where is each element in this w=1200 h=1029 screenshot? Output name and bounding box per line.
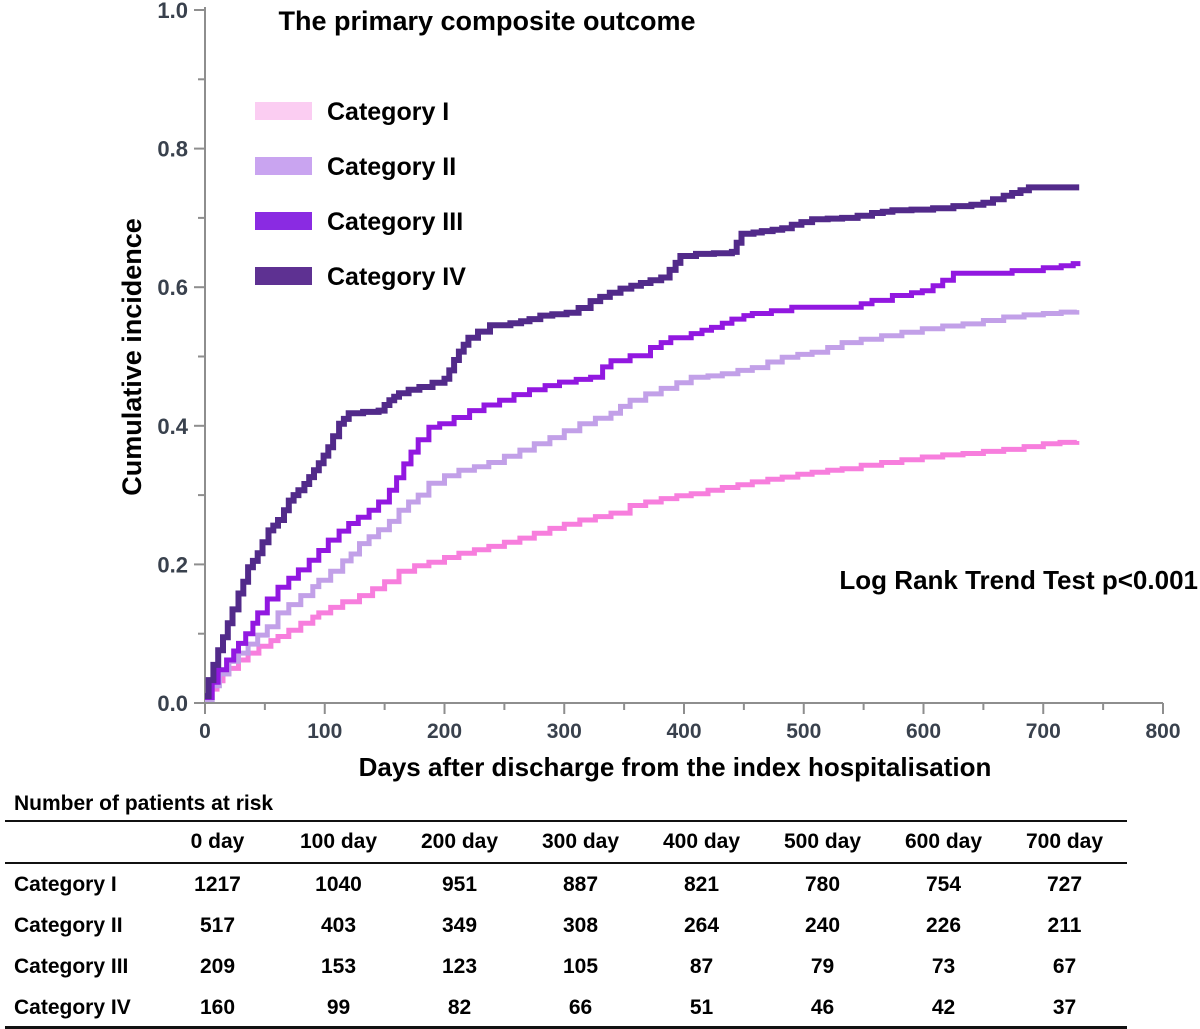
survival-curves [205, 184, 1081, 702]
risk-header-cell: 700 day [1025, 830, 1104, 853]
rule-under-header [5, 862, 1127, 864]
x-tick-label: 200 [427, 720, 462, 743]
axes: 0 100 200 300 400 500 600 700 800 0.0 0.2 0.4 0.6 0.8… [157, 0, 1180, 743]
risk-value-cell: 153 [320, 955, 357, 978]
risk-value-cell: 160 [199, 996, 236, 1019]
risk-value-cell: 51 [689, 996, 714, 1019]
y-tick-label: 0.2 [157, 552, 188, 577]
curve-category-iii [205, 261, 1081, 700]
risk-value-cell: 240 [804, 914, 841, 937]
risk-value-cell: 226 [925, 914, 962, 937]
risk-value-cell: 99 [326, 996, 351, 1019]
chart-canvas: 0 100 200 300 400 500 600 700 800 0.0 0.2 0.4 0.6 0.8… [117, 0, 1198, 782]
x-tick-label: 800 [1145, 720, 1180, 743]
risk-value-cell: 951 [441, 873, 478, 896]
risk-value-cell: 887 [562, 873, 599, 896]
legend-swatch-1 [255, 102, 312, 120]
risk-header-cell: 400 day [662, 830, 741, 853]
risk-value-cell: 37 [1052, 996, 1077, 1019]
x-tick-label: 600 [906, 720, 941, 743]
risk-value-cell: 517 [199, 914, 236, 937]
risk-value-cell: 403 [320, 914, 357, 937]
risk-value-cell: 349 [441, 914, 478, 937]
risk-table-header-row: 0 day 100 day 200 day 300 day 400 day 500 day… [5, 822, 1127, 862]
risk-header-cell: 100 day [299, 830, 378, 853]
risk-value-cell: 42 [931, 996, 956, 1019]
x-tick-label: 500 [786, 720, 821, 743]
legend-label-2: Category II [327, 153, 456, 181]
risk-header-cell: 600 day [904, 830, 983, 853]
curve-category-iv [205, 184, 1080, 700]
risk-table-heading: Number of patients at risk [14, 792, 274, 815]
risk-value-cell: 79 [810, 955, 835, 978]
legend-swatch-4 [255, 267, 312, 285]
legend-label-3: Category III [327, 208, 463, 236]
risk-value-cell: 1217 [194, 873, 241, 896]
legend-swatch-3 [255, 212, 312, 230]
x-tick-label: 700 [1026, 720, 1061, 743]
legend: Category I Category II Category III Categor… [255, 98, 466, 291]
risk-value-cell: 727 [1046, 873, 1083, 896]
risk-value-cell: 123 [441, 955, 478, 978]
y-axis-label: Cumulative incidence [117, 218, 147, 496]
risk-value-cell: 87 [689, 955, 714, 978]
risk-header-cell: 500 day [783, 830, 862, 853]
risk-header-cell: 0 day [190, 830, 245, 853]
curve-category-i [205, 439, 1080, 702]
legend-swatch-2 [255, 157, 312, 175]
risk-row-label: Category III [14, 955, 129, 978]
rule-table-bottom [5, 1026, 1127, 1029]
y-tick-label: 0.6 [157, 275, 188, 300]
y-tick-label: 0.0 [157, 691, 188, 716]
risk-value-cell: 73 [931, 955, 956, 978]
chart-title: The primary composite outcome [278, 6, 695, 36]
risk-value-cell: 211 [1047, 914, 1082, 937]
rule-under-heading [5, 820, 1127, 822]
y-tick-label: 1.0 [157, 0, 188, 23]
x-tick-label: 300 [547, 720, 582, 743]
legend-label-1: Category I [327, 98, 449, 126]
risk-table-section: Number of patients at risk 0 day 100 day 2… [0, 786, 1200, 1029]
x-axis-label: Days after discharge from the index hosp… [359, 752, 992, 782]
risk-value-cell: 264 [683, 914, 720, 937]
risk-row-label: Category II [14, 914, 123, 937]
risk-header-empty [5, 822, 157, 862]
x-tick-label: 0 [199, 720, 211, 743]
risk-value-cell: 209 [199, 955, 236, 978]
risk-value-cell: 46 [810, 996, 835, 1019]
y-tick-label: 0.4 [157, 414, 188, 439]
risk-value-cell: 67 [1052, 955, 1077, 978]
risk-value-cell: 821 [683, 873, 720, 896]
risk-value-cell: 754 [925, 873, 962, 896]
x-tick-label: 400 [666, 720, 701, 743]
y-tick-label: 0.8 [157, 137, 188, 162]
risk-header-cell: 300 day [541, 830, 620, 853]
x-tick-label: 100 [307, 720, 342, 743]
risk-value-cell: 82 [447, 996, 472, 1019]
risk-value-cell: 1040 [315, 873, 362, 896]
risk-row-label: Category IV [14, 996, 131, 1019]
risk-value-cell: 66 [568, 996, 593, 1019]
curve-category-ii [205, 309, 1080, 702]
legend-label-4: Category IV [327, 263, 466, 291]
risk-header-cell: 200 day [420, 830, 499, 853]
risk-value-cell: 105 [562, 955, 599, 978]
risk-table-body: Category I 1217 1040 951 887 821 780 754 727 Cate… [5, 864, 1127, 1028]
logrank-annotation: Log Rank Trend Test p<0.001 [839, 565, 1198, 595]
risk-row-label: Category I [14, 873, 117, 896]
risk-value-cell: 780 [804, 873, 841, 896]
risk-value-cell: 308 [562, 914, 599, 937]
